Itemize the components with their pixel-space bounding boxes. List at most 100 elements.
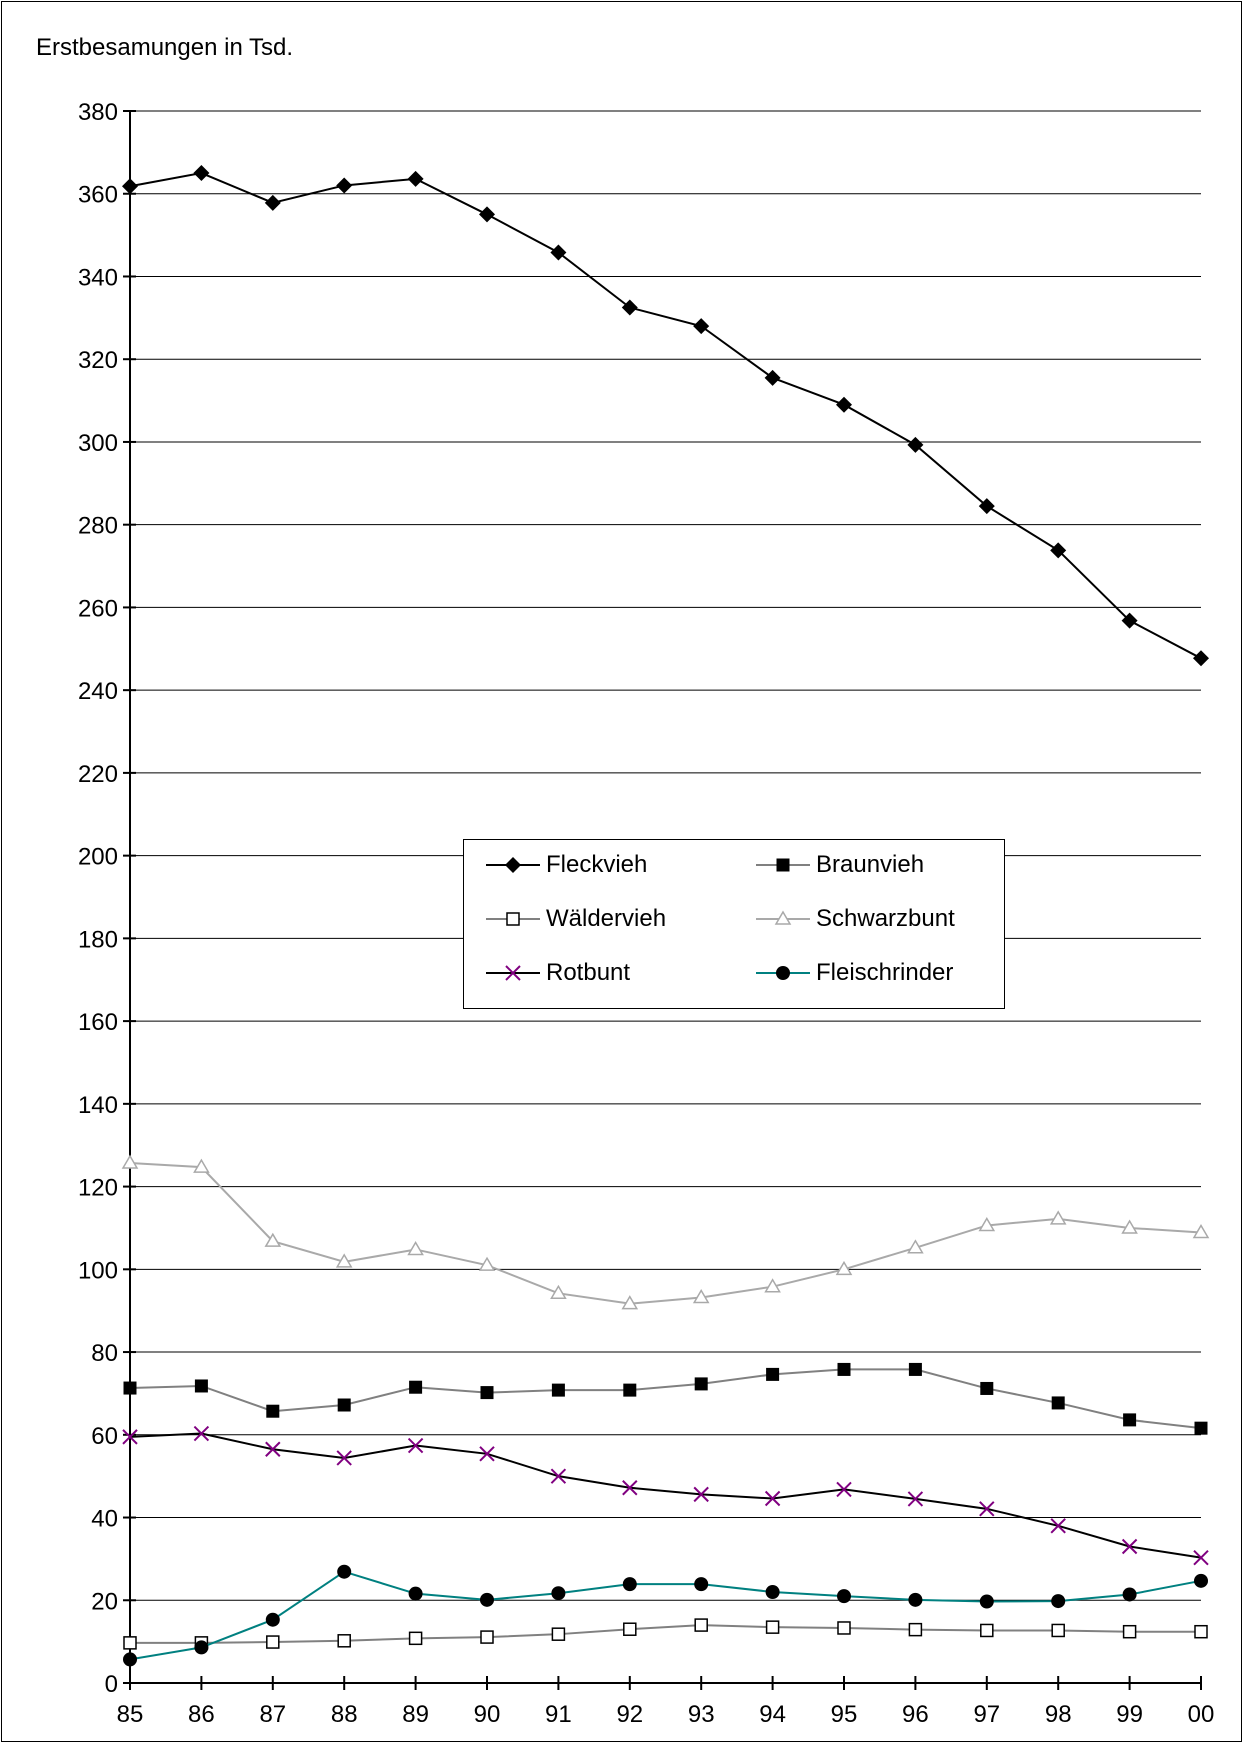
data-point-waeldervieh	[480, 1630, 494, 1644]
data-point-rotbunt	[907, 1491, 924, 1507]
data-point-braunvieh	[980, 1381, 994, 1395]
data-point-fleischrinder	[337, 1564, 352, 1579]
data-point-waeldervieh	[1194, 1624, 1208, 1639]
data-point-schwarzbunt	[978, 1216, 996, 1232]
data-point-braunvieh	[908, 1362, 922, 1376]
data-point-rotbunt	[764, 1490, 781, 1507]
data-point-schwarzbunt	[1192, 1224, 1210, 1239]
data-point-braunvieh	[694, 1377, 708, 1391]
legend-item-rotbunt: Rotbunt	[484, 958, 630, 988]
y-tick-label: 180	[78, 926, 118, 953]
y-tick-label: 200	[78, 844, 118, 871]
legend-item-waeldervieh: Wäldervieh	[484, 904, 666, 934]
data-point-rotbunt	[407, 1437, 424, 1454]
x-tick-label: 90	[474, 1701, 501, 1728]
x-tick-label: 89	[402, 1701, 429, 1728]
y-tick-label: 260	[78, 595, 118, 622]
y-tick-label: 380	[78, 99, 118, 126]
data-point-rotbunt	[550, 1468, 567, 1484]
y-tick-label: 140	[78, 1092, 118, 1119]
data-point-rotbunt	[122, 1429, 138, 1445]
data-point-braunvieh	[1194, 1421, 1208, 1435]
series-line-fleckvieh	[129, 172, 1202, 660]
y-tick-label: 60	[91, 1423, 118, 1450]
legend-swatch	[756, 966, 810, 980]
data-point-rotbunt	[1050, 1518, 1066, 1534]
data-point-fleischrinder	[480, 1592, 494, 1607]
x-tick-label: 99	[1116, 1701, 1143, 1728]
y-tick-label: 300	[78, 430, 118, 457]
data-point-fleischrinder	[194, 1640, 209, 1655]
data-point-fleckvieh	[1050, 542, 1067, 559]
legend-swatch	[756, 858, 810, 872]
data-point-fleckvieh	[407, 170, 424, 187]
series-fleischrinder	[123, 1564, 1208, 1667]
legend-swatch	[756, 910, 810, 925]
data-point-rotbunt	[265, 1441, 281, 1457]
data-point-rotbunt	[836, 1481, 852, 1498]
data-point-fleischrinder	[622, 1577, 637, 1592]
series-rotbunt	[122, 1425, 1209, 1566]
y-tick-label: 0	[105, 1671, 118, 1698]
data-point-schwarzbunt	[692, 1288, 710, 1304]
data-point-braunvieh	[266, 1404, 280, 1418]
legend-item-schwarzbunt: Schwarzbunt	[754, 904, 955, 934]
series-fleckvieh	[122, 165, 1209, 667]
data-point-fleckvieh	[621, 299, 638, 316]
data-point-fleckvieh	[193, 165, 210, 182]
data-point-braunvieh	[837, 1362, 851, 1376]
data-point-fleischrinder	[1122, 1587, 1137, 1602]
data-point-rotbunt	[1121, 1538, 1138, 1555]
data-point-waeldervieh	[837, 1621, 851, 1635]
legend-label: Fleischrinder	[816, 959, 954, 986]
y-tick-label: 100	[78, 1257, 118, 1284]
data-point-fleischrinder	[765, 1584, 780, 1599]
legend-label: Schwarzbunt	[816, 905, 955, 932]
data-point-fleischrinder	[408, 1586, 423, 1601]
data-point-schwarzbunt	[407, 1240, 424, 1256]
axes: 0 20 40 60 80 100 120 140 160 180 200 220 240 260 280 3…	[78, 99, 1214, 1728]
data-point-waeldervieh	[765, 1620, 780, 1634]
x-tick-label: 85	[117, 1701, 144, 1728]
data-point-rotbunt	[979, 1501, 995, 1517]
data-point-schwarzbunt	[764, 1278, 781, 1293]
data-point-schwarzbunt	[1121, 1219, 1138, 1234]
data-point-braunvieh	[337, 1398, 351, 1412]
x-tick-label: 91	[545, 1701, 572, 1728]
data-point-waeldervieh	[408, 1631, 423, 1646]
legend-swatch-marker	[776, 966, 790, 980]
y-tick-label: 120	[78, 1175, 118, 1202]
data-point-braunvieh	[123, 1381, 137, 1395]
x-tick-label: 96	[902, 1701, 929, 1728]
data-point-waeldervieh	[266, 1635, 280, 1649]
data-point-braunvieh	[1051, 1396, 1065, 1410]
data-point-fleckvieh	[479, 206, 495, 223]
data-point-rotbunt	[479, 1446, 495, 1462]
y-tick-label: 40	[91, 1506, 118, 1533]
data-point-braunvieh	[623, 1383, 637, 1397]
series-lines	[121, 165, 1210, 1667]
series-line-rotbunt	[129, 1432, 1202, 1559]
data-point-schwarzbunt	[835, 1260, 853, 1276]
data-point-schwarzbunt	[121, 1154, 139, 1169]
legend-item-fleckvieh: Fleckvieh	[484, 850, 647, 880]
data-point-schwarzbunt	[621, 1295, 639, 1310]
data-point-fleckvieh	[1121, 612, 1138, 629]
x-tick-label: 88	[331, 1701, 358, 1728]
legend-swatch-marker	[505, 965, 521, 981]
data-point-schwarzbunt	[907, 1239, 924, 1254]
data-point-rotbunt	[693, 1486, 709, 1503]
data-point-fleckvieh	[907, 436, 924, 453]
legend-swatch	[486, 965, 540, 981]
data-point-braunvieh	[480, 1386, 494, 1400]
legend-swatch-marker	[506, 912, 520, 926]
y-tick-label: 360	[78, 182, 118, 209]
legend-swatch-marker	[776, 858, 790, 872]
legend-swatch	[486, 912, 540, 926]
data-point-braunvieh	[409, 1380, 423, 1394]
y-tick-label: 80	[91, 1340, 118, 1367]
x-tick-label: 87	[259, 1701, 286, 1728]
y-tick-label: 240	[78, 678, 118, 705]
data-point-waeldervieh	[551, 1627, 566, 1641]
x-tick-label: 98	[1045, 1701, 1072, 1728]
